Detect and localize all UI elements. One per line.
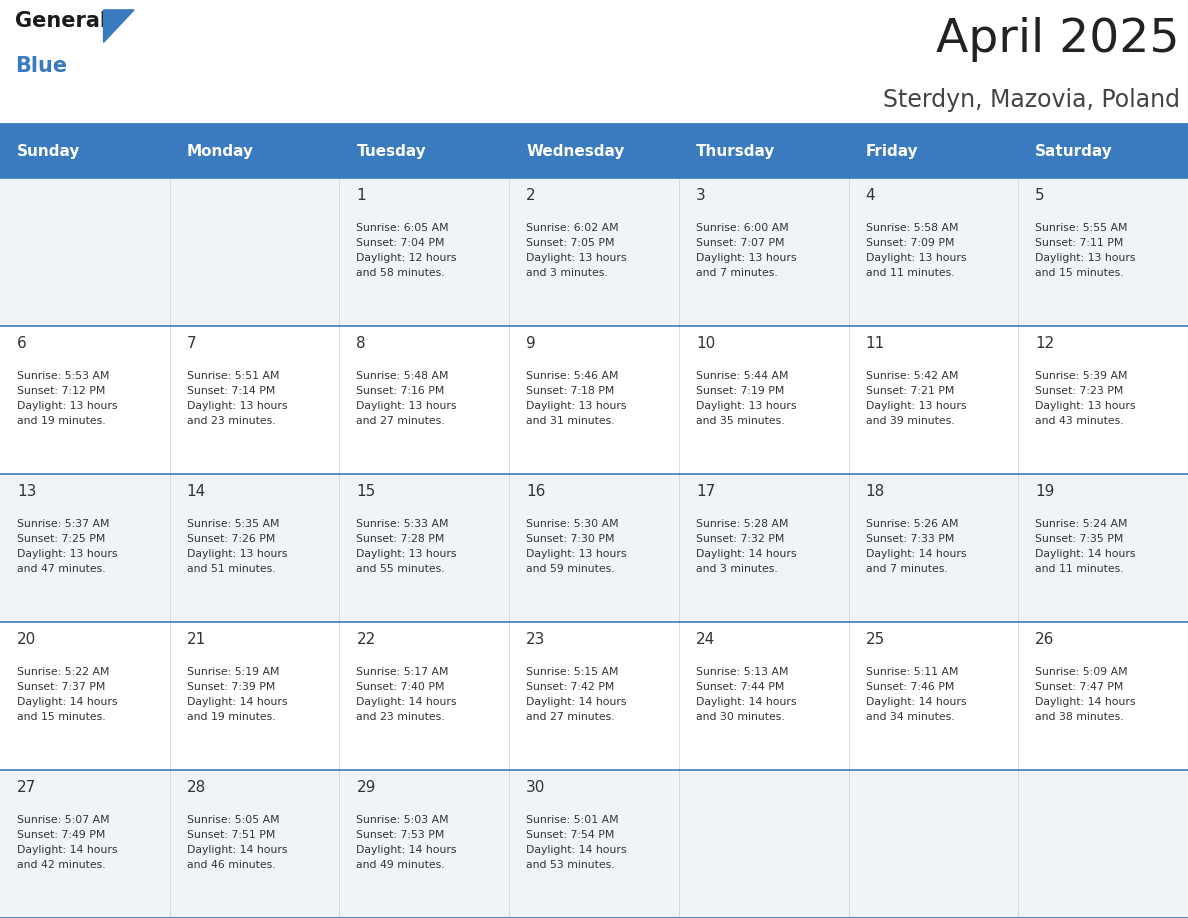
Text: Sunday: Sunday (17, 143, 81, 159)
Text: 22: 22 (356, 632, 375, 647)
Text: Sterdyn, Mazovia, Poland: Sterdyn, Mazovia, Poland (883, 87, 1180, 112)
Text: Sunrise: 5:55 AM
Sunset: 7:11 PM
Daylight: 13 hours
and 15 minutes.: Sunrise: 5:55 AM Sunset: 7:11 PM Dayligh… (1035, 223, 1136, 277)
Text: Saturday: Saturday (1035, 143, 1113, 159)
Text: Blue: Blue (15, 57, 68, 76)
Text: 6: 6 (17, 336, 26, 351)
Text: Sunrise: 5:53 AM
Sunset: 7:12 PM
Daylight: 13 hours
and 19 minutes.: Sunrise: 5:53 AM Sunset: 7:12 PM Dayligh… (17, 371, 118, 426)
Bar (0, 474, 1188, 622)
Text: Sunrise: 5:22 AM
Sunset: 7:37 PM
Daylight: 14 hours
and 15 minutes.: Sunrise: 5:22 AM Sunset: 7:37 PM Dayligh… (17, 667, 118, 722)
Bar (0, 124, 1188, 178)
Text: 3: 3 (696, 188, 706, 203)
Bar (0, 326, 1188, 474)
Text: 30: 30 (526, 780, 545, 795)
Text: 28: 28 (187, 780, 206, 795)
Text: 17: 17 (696, 484, 715, 498)
Text: 25: 25 (866, 632, 885, 647)
Bar (0, 622, 1188, 770)
Text: 2: 2 (526, 188, 536, 203)
Text: Thursday: Thursday (696, 143, 776, 159)
Text: 27: 27 (17, 780, 36, 795)
Text: 20: 20 (17, 632, 36, 647)
Text: Sunrise: 5:13 AM
Sunset: 7:44 PM
Daylight: 14 hours
and 30 minutes.: Sunrise: 5:13 AM Sunset: 7:44 PM Dayligh… (696, 667, 796, 722)
Text: April 2025: April 2025 (936, 17, 1180, 62)
Text: Sunrise: 5:01 AM
Sunset: 7:54 PM
Daylight: 14 hours
and 53 minutes.: Sunrise: 5:01 AM Sunset: 7:54 PM Dayligh… (526, 815, 626, 869)
Text: 4: 4 (866, 188, 876, 203)
Text: Sunrise: 6:02 AM
Sunset: 7:05 PM
Daylight: 13 hours
and 3 minutes.: Sunrise: 6:02 AM Sunset: 7:05 PM Dayligh… (526, 223, 626, 277)
Text: 19: 19 (1035, 484, 1055, 498)
Text: Sunrise: 5:37 AM
Sunset: 7:25 PM
Daylight: 13 hours
and 47 minutes.: Sunrise: 5:37 AM Sunset: 7:25 PM Dayligh… (17, 520, 118, 574)
Text: Monday: Monday (187, 143, 254, 159)
Text: Sunrise: 5:03 AM
Sunset: 7:53 PM
Daylight: 14 hours
and 49 minutes.: Sunrise: 5:03 AM Sunset: 7:53 PM Dayligh… (356, 815, 457, 869)
Text: Sunrise: 5:26 AM
Sunset: 7:33 PM
Daylight: 14 hours
and 7 minutes.: Sunrise: 5:26 AM Sunset: 7:33 PM Dayligh… (866, 520, 966, 574)
Text: 8: 8 (356, 336, 366, 351)
Text: Sunrise: 5:39 AM
Sunset: 7:23 PM
Daylight: 13 hours
and 43 minutes.: Sunrise: 5:39 AM Sunset: 7:23 PM Dayligh… (1035, 371, 1136, 426)
Bar (0, 770, 1188, 918)
Text: 13: 13 (17, 484, 37, 498)
Text: General: General (15, 11, 107, 31)
Text: 11: 11 (866, 336, 885, 351)
Text: 1: 1 (356, 188, 366, 203)
Text: Wednesday: Wednesday (526, 143, 625, 159)
Text: 23: 23 (526, 632, 545, 647)
Text: 7: 7 (187, 336, 196, 351)
Text: Sunrise: 5:46 AM
Sunset: 7:18 PM
Daylight: 13 hours
and 31 minutes.: Sunrise: 5:46 AM Sunset: 7:18 PM Dayligh… (526, 371, 626, 426)
Text: Sunrise: 5:05 AM
Sunset: 7:51 PM
Daylight: 14 hours
and 46 minutes.: Sunrise: 5:05 AM Sunset: 7:51 PM Dayligh… (187, 815, 287, 869)
Text: 16: 16 (526, 484, 545, 498)
Text: Sunrise: 5:51 AM
Sunset: 7:14 PM
Daylight: 13 hours
and 23 minutes.: Sunrise: 5:51 AM Sunset: 7:14 PM Dayligh… (187, 371, 287, 426)
Text: 18: 18 (866, 484, 885, 498)
Text: Sunrise: 5:24 AM
Sunset: 7:35 PM
Daylight: 14 hours
and 11 minutes.: Sunrise: 5:24 AM Sunset: 7:35 PM Dayligh… (1035, 520, 1136, 574)
Bar (0, 178, 1188, 326)
Text: 10: 10 (696, 336, 715, 351)
Text: 29: 29 (356, 780, 375, 795)
Text: Sunrise: 5:09 AM
Sunset: 7:47 PM
Daylight: 14 hours
and 38 minutes.: Sunrise: 5:09 AM Sunset: 7:47 PM Dayligh… (1035, 667, 1136, 722)
Text: Tuesday: Tuesday (356, 143, 426, 159)
Text: Sunrise: 5:17 AM
Sunset: 7:40 PM
Daylight: 14 hours
and 23 minutes.: Sunrise: 5:17 AM Sunset: 7:40 PM Dayligh… (356, 667, 457, 722)
Text: 15: 15 (356, 484, 375, 498)
Text: Sunrise: 6:00 AM
Sunset: 7:07 PM
Daylight: 13 hours
and 7 minutes.: Sunrise: 6:00 AM Sunset: 7:07 PM Dayligh… (696, 223, 796, 277)
Text: Sunrise: 5:30 AM
Sunset: 7:30 PM
Daylight: 13 hours
and 59 minutes.: Sunrise: 5:30 AM Sunset: 7:30 PM Dayligh… (526, 520, 626, 574)
Text: 21: 21 (187, 632, 206, 647)
Text: 24: 24 (696, 632, 715, 647)
Text: Sunrise: 5:33 AM
Sunset: 7:28 PM
Daylight: 13 hours
and 55 minutes.: Sunrise: 5:33 AM Sunset: 7:28 PM Dayligh… (356, 520, 457, 574)
Text: Sunrise: 5:44 AM
Sunset: 7:19 PM
Daylight: 13 hours
and 35 minutes.: Sunrise: 5:44 AM Sunset: 7:19 PM Dayligh… (696, 371, 796, 426)
Text: Sunrise: 5:35 AM
Sunset: 7:26 PM
Daylight: 13 hours
and 51 minutes.: Sunrise: 5:35 AM Sunset: 7:26 PM Dayligh… (187, 520, 287, 574)
Text: Sunrise: 5:42 AM
Sunset: 7:21 PM
Daylight: 13 hours
and 39 minutes.: Sunrise: 5:42 AM Sunset: 7:21 PM Dayligh… (866, 371, 966, 426)
Text: 12: 12 (1035, 336, 1055, 351)
Text: Sunrise: 5:07 AM
Sunset: 7:49 PM
Daylight: 14 hours
and 42 minutes.: Sunrise: 5:07 AM Sunset: 7:49 PM Dayligh… (17, 815, 118, 869)
Text: Sunrise: 5:28 AM
Sunset: 7:32 PM
Daylight: 14 hours
and 3 minutes.: Sunrise: 5:28 AM Sunset: 7:32 PM Dayligh… (696, 520, 796, 574)
Text: Sunrise: 5:19 AM
Sunset: 7:39 PM
Daylight: 14 hours
and 19 minutes.: Sunrise: 5:19 AM Sunset: 7:39 PM Dayligh… (187, 667, 287, 722)
Text: 9: 9 (526, 336, 536, 351)
Text: Sunrise: 5:11 AM
Sunset: 7:46 PM
Daylight: 14 hours
and 34 minutes.: Sunrise: 5:11 AM Sunset: 7:46 PM Dayligh… (866, 667, 966, 722)
Text: 14: 14 (187, 484, 206, 498)
Text: Sunrise: 5:48 AM
Sunset: 7:16 PM
Daylight: 13 hours
and 27 minutes.: Sunrise: 5:48 AM Sunset: 7:16 PM Dayligh… (356, 371, 457, 426)
Text: Friday: Friday (866, 143, 918, 159)
Text: 5: 5 (1035, 188, 1045, 203)
Text: Sunrise: 5:58 AM
Sunset: 7:09 PM
Daylight: 13 hours
and 11 minutes.: Sunrise: 5:58 AM Sunset: 7:09 PM Dayligh… (866, 223, 966, 277)
Text: 26: 26 (1035, 632, 1055, 647)
Text: Sunrise: 6:05 AM
Sunset: 7:04 PM
Daylight: 12 hours
and 58 minutes.: Sunrise: 6:05 AM Sunset: 7:04 PM Dayligh… (356, 223, 457, 277)
Polygon shape (103, 10, 134, 42)
Text: Sunrise: 5:15 AM
Sunset: 7:42 PM
Daylight: 14 hours
and 27 minutes.: Sunrise: 5:15 AM Sunset: 7:42 PM Dayligh… (526, 667, 626, 722)
